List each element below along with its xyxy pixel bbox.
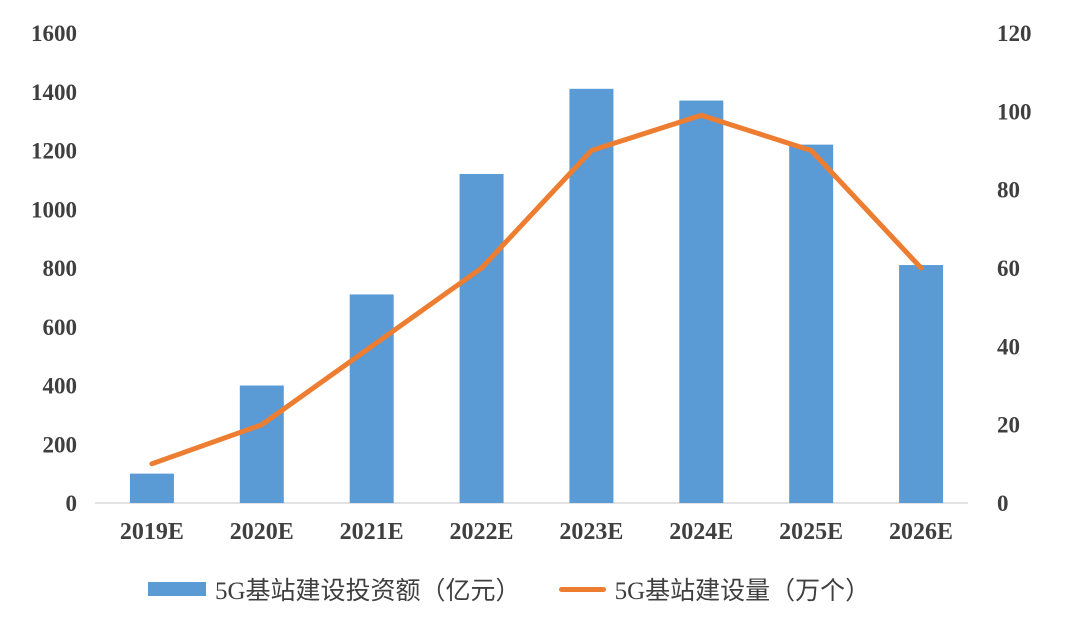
line-series-path — [149, 112, 924, 467]
bar-series-swatch — [148, 582, 206, 596]
right-axis-tick-label: 0 — [997, 491, 1009, 516]
left-axis-tick-label: 400 — [43, 374, 78, 399]
right-axis-tick-label: 100 — [997, 99, 1032, 124]
legend-item-investment: 5G基站建设投资额（亿元） — [148, 571, 521, 607]
bar-2020E — [239, 385, 284, 503]
bar-2024E — [679, 100, 724, 503]
right-axis-tick-label: 120 — [997, 21, 1032, 46]
line-series-label: 5G基站建设量（万个） — [614, 578, 871, 605]
left-axis-tick-label: 600 — [43, 315, 78, 340]
bar-2026E — [899, 265, 944, 503]
left-axis-tick-label: 200 — [43, 432, 78, 457]
right-axis-tick-label: 40 — [997, 334, 1020, 359]
left-axis-tick-label: 1200 — [31, 139, 77, 164]
bar-series-label: 5G基站建设投资额（亿元） — [215, 578, 521, 605]
left-axis-tick-label: 1600 — [31, 21, 77, 46]
left-axis-tick-label: 0 — [66, 491, 78, 516]
x-axis-label-2021E: 2021E — [340, 519, 404, 545]
bar-2025E — [789, 144, 834, 503]
bar-2023E — [569, 88, 614, 503]
left-axis-tick-label: 800 — [43, 256, 78, 281]
left-axis-tick-label: 1400 — [31, 80, 77, 105]
bar-2021E — [349, 294, 394, 503]
x-axis-label-2024E: 2024E — [669, 519, 733, 545]
right-axis-tick-label: 60 — [997, 256, 1020, 281]
x-axis-label-2026E: 2026E — [889, 519, 953, 545]
right-axis-tick-label: 80 — [997, 178, 1020, 203]
x-axis-label-2020E: 2020E — [230, 519, 294, 545]
line-series-swatch — [558, 586, 606, 592]
x-axis-label-2025E: 2025E — [779, 519, 843, 545]
x-axis-label-2019E: 2019E — [120, 519, 184, 545]
left-axis-tick-label: 1000 — [31, 197, 77, 222]
legend-item-quantity: 5G基站建设量（万个） — [558, 571, 871, 607]
bar-2019E — [129, 473, 174, 503]
combo-chart-plot: 0 200 400 600 800 1000 1200 1400 1600 0 20 40 60 80 10… — [31, 21, 1032, 545]
x-axis-label-2023E: 2023E — [559, 519, 623, 545]
bar-2022E — [459, 174, 504, 503]
x-axis-label-2022E: 2022E — [450, 519, 514, 545]
chart-legend: 5G基站建设投资额（亿元） 5G基站建设量（万个） — [148, 571, 870, 607]
right-axis-tick-label: 20 — [997, 413, 1020, 438]
